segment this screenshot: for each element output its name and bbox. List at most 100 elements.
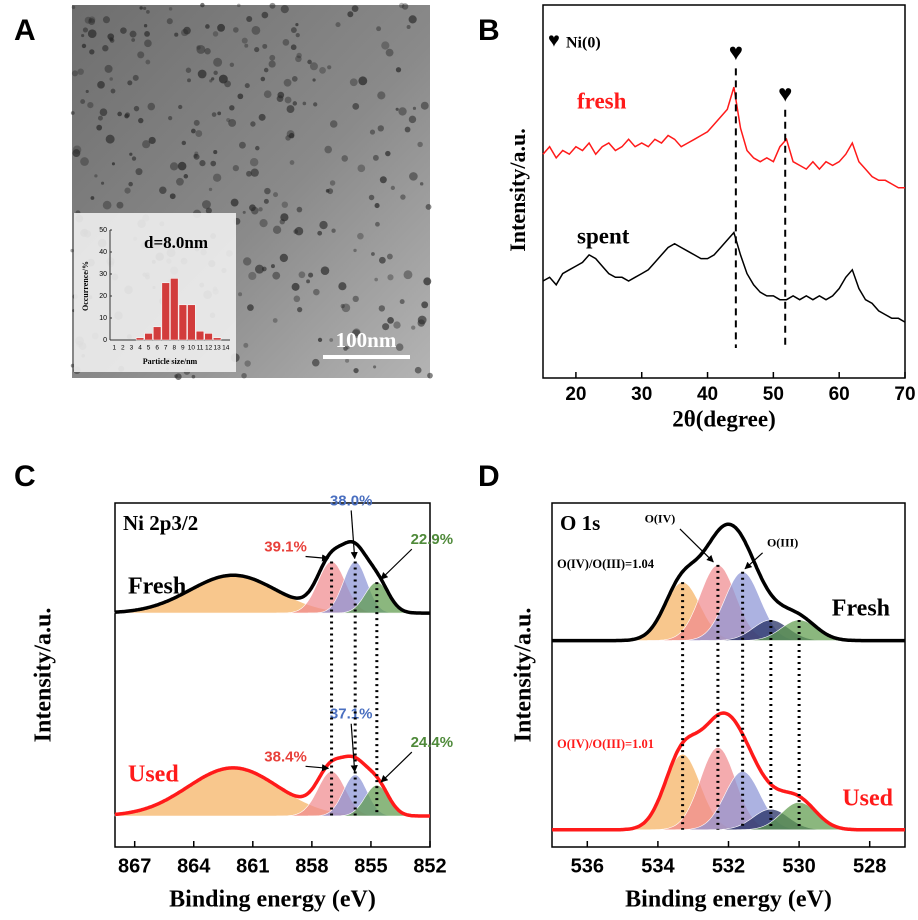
texture	[135, 168, 143, 176]
texture	[175, 373, 182, 380]
texture	[295, 55, 302, 63]
texture	[77, 68, 84, 75]
texture	[183, 174, 189, 179]
texture	[296, 52, 302, 59]
x-axis-label: Particle size/nm	[143, 357, 198, 366]
texture	[212, 31, 219, 37]
texture	[421, 301, 429, 309]
x-tick-label: 530	[782, 855, 815, 877]
texture	[378, 305, 386, 312]
x-tick-label: 7	[164, 345, 168, 352]
texture	[381, 41, 390, 50]
texture	[260, 76, 266, 82]
texture	[196, 44, 206, 54]
texture	[102, 200, 112, 210]
y-axis-label: Occurrence/%	[81, 261, 90, 311]
texture	[168, 7, 173, 11]
texture	[286, 105, 295, 114]
scale-bar-label: 100nm	[336, 328, 397, 352]
texture	[371, 252, 375, 256]
texture	[385, 150, 391, 157]
texture	[168, 116, 173, 121]
series-label: fresh	[577, 88, 627, 113]
texture	[166, 18, 173, 25]
texture	[89, 49, 95, 55]
texture	[286, 130, 295, 138]
texture	[102, 45, 109, 52]
y-tick-label: 50	[99, 227, 107, 234]
texture	[399, 299, 405, 305]
texture	[224, 80, 232, 88]
peak-label: O(III)	[767, 536, 798, 550]
series-line	[542, 230, 906, 323]
texture	[159, 186, 167, 194]
texture	[331, 228, 336, 233]
texture	[398, 2, 405, 9]
texture	[263, 198, 269, 204]
texture	[317, 230, 323, 236]
bar	[213, 337, 222, 341]
texture	[99, 108, 108, 117]
texture	[317, 337, 323, 343]
texture	[239, 141, 246, 149]
texture	[174, 32, 179, 37]
peak-label: 38.0%	[330, 492, 373, 509]
texture	[298, 271, 306, 279]
envelope	[552, 522, 905, 643]
legend-symbol: ♥	[548, 30, 560, 52]
texture	[246, 170, 252, 177]
y-tick-label: 0	[103, 337, 107, 344]
texture	[241, 372, 247, 379]
texture	[319, 66, 326, 74]
texture	[147, 102, 156, 111]
scale-bar	[323, 355, 410, 359]
texture	[272, 225, 282, 234]
bar	[135, 337, 145, 341]
texture	[105, 134, 115, 144]
texture	[377, 91, 386, 100]
texture	[288, 132, 295, 139]
y-tick-label: 10	[99, 315, 107, 322]
texture	[409, 172, 418, 181]
x-tick-label: 50	[763, 384, 784, 405]
texture	[425, 203, 432, 210]
texture	[195, 130, 203, 137]
panel-letter: C	[14, 460, 36, 493]
texture	[193, 153, 198, 158]
texture	[290, 44, 297, 51]
texture	[412, 106, 417, 110]
texture	[243, 257, 252, 266]
texture	[109, 37, 114, 42]
texture	[193, 153, 200, 160]
texture	[329, 180, 336, 186]
panel-letter: A	[14, 14, 36, 47]
peak-label: 37.1%	[330, 706, 373, 723]
x-tick-label: 6	[155, 345, 159, 352]
texture	[313, 102, 318, 107]
texture	[87, 29, 97, 39]
texture	[70, 363, 75, 368]
texture	[414, 366, 422, 374]
texture	[169, 162, 179, 171]
texture	[390, 185, 395, 190]
texture	[262, 43, 268, 49]
texture	[242, 210, 246, 214]
texture	[307, 59, 312, 65]
texture	[264, 187, 271, 195]
texture	[124, 187, 131, 194]
texture	[200, 2, 205, 8]
texture	[385, 48, 394, 57]
texture	[213, 70, 218, 76]
texture	[297, 307, 303, 313]
texture	[193, 119, 200, 126]
inset	[74, 213, 236, 372]
texture	[124, 112, 131, 118]
texture	[268, 60, 276, 68]
texture	[254, 264, 264, 274]
plot-frame	[114, 502, 431, 848]
texture	[284, 96, 292, 104]
x-tick-label: 1	[112, 345, 116, 352]
texture	[395, 67, 402, 73]
series-line	[542, 86, 905, 189]
texture	[255, 145, 260, 151]
